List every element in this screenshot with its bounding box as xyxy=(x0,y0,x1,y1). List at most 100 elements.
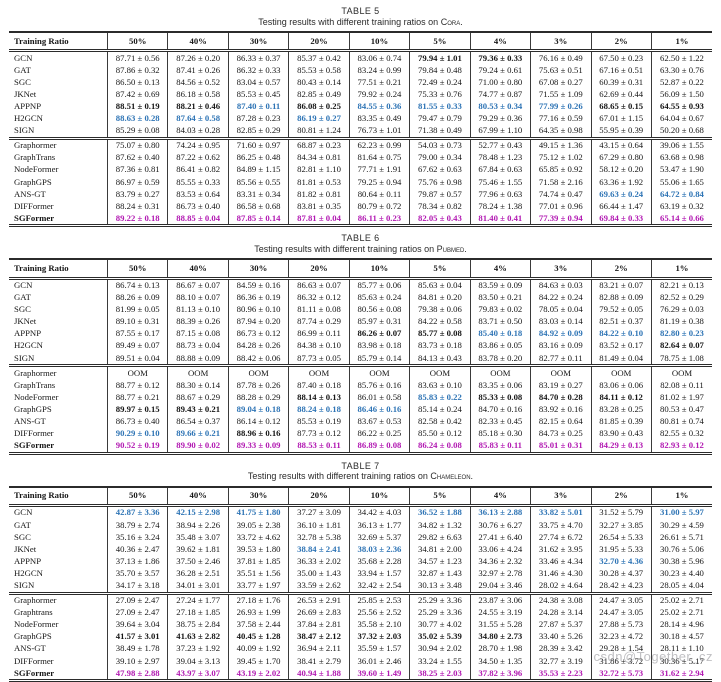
result-cell: 67.01 ± 1.15 xyxy=(590,112,652,125)
method-name-cell: SIGN xyxy=(14,579,35,590)
result-cell: 55.06 ± 1.65 xyxy=(650,176,712,189)
result-cell: 66.44 ± 1.47 xyxy=(590,200,652,213)
result-cell: 86.46 ± 0.16 xyxy=(348,403,410,416)
result-cell: 83.71 ± 0.50 xyxy=(469,315,531,328)
table-row: SGC 35.16 ± 3.24 35.48 ± 3.07 33.72 ± 4.62 3… xyxy=(9,531,712,544)
result-cell: 58.12 ± 0.20 xyxy=(590,163,652,177)
result-cell: 83.16 ± 0.09 xyxy=(530,339,591,353)
result-cell: 84.22 ± 0.58 xyxy=(409,315,471,328)
result-cell: 39.45 ± 1.70 xyxy=(227,655,289,668)
result-cell: 83.03 ± 0.14 xyxy=(530,315,591,328)
result-cell: 80.81 ± 0.74 xyxy=(650,415,712,428)
result-cell: 87.85 ± 0.14 xyxy=(227,212,289,228)
method-name-cell: GraphGPS xyxy=(14,631,52,642)
result-cell: 86.33 ± 0.37 xyxy=(227,50,289,65)
result-cell: 85.29 ± 0.08 xyxy=(106,124,168,139)
result-cell: OOM xyxy=(650,364,712,380)
table-row: SGFormer 47.98 ± 2.88 43.97 ± 3.07 43.19 ± … xyxy=(9,667,712,682)
header-row: Training Ratio 50% 40% 30% 20% 10% 5% 4% 3% 2% 1% xyxy=(9,485,712,507)
ratio-column-header: 2% xyxy=(590,31,652,53)
result-cell: 33.94 ± 1.57 xyxy=(348,567,410,580)
result-cell: 68.65 ± 0.15 xyxy=(590,100,652,113)
ratio-column-header: 5% xyxy=(409,31,471,53)
result-cell: 83.31 ± 0.34 xyxy=(227,188,289,201)
result-cell: 80.53 ± 0.34 xyxy=(469,100,531,113)
result-cell: 33.06 ± 4.24 xyxy=(469,543,531,556)
result-cell: 86.19 ± 0.27 xyxy=(288,112,350,125)
result-cell: 81.02 ± 1.97 xyxy=(650,391,712,404)
table-row: GAT 38.79 ± 2.74 38.94 ± 2.26 39.05 ± 2.38 3… xyxy=(9,519,712,532)
result-cell: 32.23 ± 4.72 xyxy=(590,630,652,643)
result-cell: 82.85 ± 0.49 xyxy=(288,88,350,101)
result-cell: 85.63 ± 0.24 xyxy=(348,291,410,304)
result-cell: 32.77 ± 3.19 xyxy=(530,655,591,668)
dataset-name: Pubmed xyxy=(436,243,465,254)
result-cell: 40.45 ± 1.28 xyxy=(227,630,289,643)
result-cell: 31.46 ± 4.30 xyxy=(530,567,591,580)
method-name-cell: SIGN xyxy=(14,352,35,363)
result-cell: 60.39 ± 0.31 xyxy=(590,76,652,89)
table-row: SIGN 85.29 ± 0.08 84.03 ± 0.28 82.85 ± 0.29… xyxy=(9,124,712,139)
result-cell: 27.88 ± 5.73 xyxy=(590,618,652,631)
result-cell: 52.77 ± 0.43 xyxy=(469,136,531,152)
result-cell: 85.14 ± 0.24 xyxy=(409,403,471,416)
result-cell: 79.94 ± 1.01 xyxy=(409,50,471,65)
result-cell: 35.70 ± 3.57 xyxy=(106,567,168,580)
result-cell: 64.55 ± 0.93 xyxy=(650,100,712,113)
result-cell: 83.78 ± 0.20 xyxy=(469,352,531,366)
result-cell: 78.05 ± 0.04 xyxy=(530,303,591,316)
results-table-pubmed: Training Ratio 50% 40% 30% 20% 10% 5% 4% 3% 2% 1% G… xyxy=(9,258,712,455)
result-cell: 83.06 ± 0.06 xyxy=(590,379,652,392)
result-cell: 69.63 ± 0.24 xyxy=(590,188,652,201)
result-cell: 84.22 ± 0.24 xyxy=(530,291,591,304)
result-cell: 43.97 ± 3.07 xyxy=(167,667,229,682)
caption-period: . xyxy=(460,16,463,27)
result-cell: 88.28 ± 0.29 xyxy=(227,391,289,404)
table-row: JKNet 89.10 ± 0.31 88.39 ± 0.26 87.94 ± 0.2… xyxy=(9,315,712,328)
method-name-cell: ANS-GT xyxy=(14,416,46,427)
table-row: SGC 81.99 ± 0.05 81.13 ± 0.10 80.96 ± 0.10 8… xyxy=(9,303,712,316)
result-cell: 89.49 ± 0.07 xyxy=(106,339,168,353)
result-cell: 84.34 ± 0.81 xyxy=(288,151,350,164)
result-cell: 86.22 ± 0.25 xyxy=(348,427,410,440)
table6-label: TABLE 6 xyxy=(341,233,380,244)
method-name-cell: SGFormer xyxy=(9,667,108,682)
table7-caption: Testing results with different training … xyxy=(9,471,712,482)
table-row: DIFFormer 39.10 ± 2.97 39.04 ± 3.13 39.45 ±… xyxy=(9,655,712,668)
result-cell: 84.13 ± 0.43 xyxy=(409,352,471,366)
result-cell: OOM xyxy=(590,364,652,380)
method-name-cell: APPNP xyxy=(14,328,42,339)
result-cell: 32.72 ± 5.73 xyxy=(590,667,652,682)
result-cell: 87.40 ± 0.11 xyxy=(227,100,289,113)
result-cell: 85.37 ± 0.42 xyxy=(288,50,350,65)
result-cell: 40.09 ± 1.92 xyxy=(227,642,289,656)
result-cell: 34.36 ± 2.32 xyxy=(469,555,531,568)
ratio-column-header: 3% xyxy=(530,258,591,280)
result-cell: 28.05 ± 4.04 xyxy=(650,579,712,594)
result-cell: 27.18 ± 1.76 xyxy=(227,591,289,607)
result-cell: 83.52 ± 0.17 xyxy=(590,339,652,353)
result-cell: 86.63 ± 0.07 xyxy=(288,278,350,292)
result-cell: 36.28 ± 2.51 xyxy=(167,567,229,580)
method-name-cell: GCN xyxy=(14,52,33,63)
result-cell: 77.01 ± 0.96 xyxy=(530,200,591,213)
table-row: H2GCN 89.49 ± 0.07 88.73 ± 0.04 84.28 ± 0.2… xyxy=(9,339,712,353)
ratio-column-header: 30% xyxy=(227,258,289,280)
result-cell: 86.41 ± 0.82 xyxy=(167,163,229,177)
result-cell: 35.16 ± 3.24 xyxy=(106,531,168,544)
result-cell: 85.33 ± 0.08 xyxy=(469,391,531,404)
result-cell: OOM xyxy=(288,364,350,380)
result-cell: 26.69 ± 2.83 xyxy=(288,606,350,619)
result-cell: 63.19 ± 0.32 xyxy=(650,200,712,213)
table-row: SIGN 89.51 ± 0.04 88.88 ± 0.09 88.42 ± 0.06… xyxy=(9,352,712,366)
result-cell: 28.70 ± 1.98 xyxy=(469,642,531,656)
result-cell: 26.54 ± 5.33 xyxy=(590,531,652,544)
result-cell: 31.62 ± 3.95 xyxy=(530,543,591,556)
result-cell: 85.53 ± 0.45 xyxy=(227,88,289,101)
result-cell: 86.32 ± 0.12 xyxy=(288,291,350,304)
result-cell: 28.11 ± 1.10 xyxy=(650,642,712,656)
result-cell: 89.66 ± 0.21 xyxy=(167,427,229,440)
table-row: DIFFormer 90.29 ± 0.10 89.66 ± 0.21 88.96 ±… xyxy=(9,427,712,440)
result-cell: 83.53 ± 0.64 xyxy=(167,188,229,201)
result-cell: 37.82 ± 3.96 xyxy=(469,667,531,682)
